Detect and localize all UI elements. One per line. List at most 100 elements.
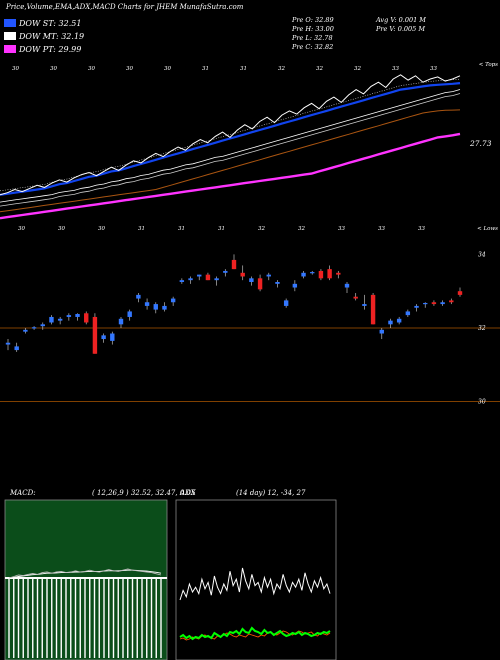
candle-body xyxy=(257,278,263,290)
macd-background xyxy=(4,499,168,660)
legend-item-mt: DOW MT: 32.19 xyxy=(4,30,84,42)
price-axis-label: 30 xyxy=(478,399,486,406)
adx-params: (14 day) 12, -34, 27 xyxy=(236,489,306,497)
stat-avg-volume: Avg V: 0.001 M xyxy=(376,16,426,24)
candle-body xyxy=(57,318,63,321)
legend-label-mt: DOW MT: 32.19 xyxy=(19,31,85,41)
candle-body xyxy=(240,272,245,277)
ema-st-dotted-line xyxy=(0,78,461,192)
candle-date-label: 33 xyxy=(378,226,385,232)
ema-date-label: 32 xyxy=(316,66,323,72)
candle-body xyxy=(275,282,280,284)
candle-date-label: 32 xyxy=(258,226,265,232)
candle-date-label: 33 xyxy=(418,226,425,232)
candle-body xyxy=(49,316,54,323)
adx-line xyxy=(179,567,331,601)
legend-swatch-mt xyxy=(4,32,16,40)
candle-body xyxy=(188,278,193,281)
chart-title: Price,Volume,EMA,ADX,MACD Charts for JHE… xyxy=(6,3,244,11)
candle-body xyxy=(118,318,124,325)
candle-body xyxy=(101,335,106,340)
candle-body xyxy=(144,302,150,306)
stat-pre-high: Pre H: 33.00 xyxy=(292,25,334,33)
adx-panel xyxy=(175,499,337,660)
candle-date-label: 31 xyxy=(138,226,145,232)
legend-swatch-pt xyxy=(4,45,16,53)
candle-lows-label: < Lows xyxy=(477,226,498,232)
candle-body xyxy=(283,300,289,306)
macd-params: ( 12,26,9 ) 32.52, 32.47, 0.05 xyxy=(92,489,196,497)
candle-body xyxy=(388,320,393,325)
candle-body xyxy=(136,294,141,299)
candle-body xyxy=(449,300,454,303)
ema-date-label: 30 xyxy=(50,66,57,72)
candle-body xyxy=(214,278,219,281)
adx-di-plus-line xyxy=(179,626,331,641)
ema-mt-line-lower xyxy=(0,93,461,207)
ema-long-line xyxy=(0,109,461,213)
stat-pre-open: Pre O: 32.89 xyxy=(292,16,334,24)
stat-pre-volume: Pre V: 0.005 M xyxy=(376,25,426,33)
candle-body xyxy=(197,274,202,277)
ema-date-label: 30 xyxy=(126,66,133,72)
macd-panel xyxy=(4,499,168,660)
ema-date-label: 31 xyxy=(202,66,209,72)
candle-body xyxy=(362,304,367,306)
close-price-line xyxy=(0,74,461,196)
candle-body xyxy=(318,270,324,279)
candle-date-label: 32 xyxy=(298,226,305,232)
candle-body xyxy=(223,270,228,273)
candle-date-label: 30 xyxy=(18,226,25,232)
ema-date-label: 32 xyxy=(354,66,361,72)
legend-item-st: DOW ST: 32.51 xyxy=(4,17,81,29)
legend-label-pt: DOW PT: 29.99 xyxy=(19,44,82,54)
candle-body xyxy=(205,274,211,281)
candle-body xyxy=(84,313,89,323)
ema-date-label: 33 xyxy=(392,66,399,72)
candle-date-label: 33 xyxy=(338,226,345,232)
candle-body xyxy=(379,329,384,334)
candle-body xyxy=(396,318,402,323)
macd-line xyxy=(8,568,162,579)
candle-body xyxy=(405,311,411,316)
price-axis-label: 34 xyxy=(478,251,486,258)
candle-body xyxy=(457,291,463,295)
candle-panel: 30 30 30 31 31 31 32 32 33 33 33 < Lows 34 32 30 xyxy=(0,226,500,406)
candle-body xyxy=(170,298,176,303)
candle-body xyxy=(353,296,358,299)
candle-body xyxy=(266,274,271,277)
candle-body xyxy=(440,302,445,305)
candle-date-label: 30 xyxy=(98,226,105,232)
candle-body xyxy=(5,342,11,345)
candle-body xyxy=(423,302,428,305)
candle-date-label: 31 xyxy=(218,226,225,232)
candle-date-label: 30 xyxy=(58,226,65,232)
stat-pre-close: Pre C: 32.82 xyxy=(292,43,334,51)
candle-body xyxy=(14,346,19,351)
candle-body xyxy=(344,283,350,288)
stat-pre-low: Pre L: 32.78 xyxy=(292,34,333,42)
adx-label: ADX xyxy=(180,489,196,497)
ema-right-value: 27.73 xyxy=(469,139,492,148)
candle-body xyxy=(31,327,37,329)
candle-body xyxy=(249,278,254,282)
ema-date-label: 32 xyxy=(278,66,285,72)
legend-item-pt: DOW PT: 29.99 xyxy=(4,43,81,55)
ema-date-label: 30 xyxy=(88,66,95,72)
candle-body xyxy=(292,283,298,288)
candle-body xyxy=(153,304,158,310)
candle-body xyxy=(301,272,306,277)
candle-body xyxy=(66,315,72,317)
ema-mt-line-upper xyxy=(0,89,461,203)
candle-body xyxy=(162,305,167,310)
candle-body xyxy=(92,316,98,354)
ema-date-label: 30 xyxy=(12,66,19,72)
candle-body xyxy=(23,329,28,332)
ema-date-label: 33 xyxy=(430,66,437,72)
candle-body xyxy=(327,269,332,279)
candle-body xyxy=(370,294,376,325)
ema-date-label: 30 xyxy=(164,66,171,72)
candle-body xyxy=(431,302,437,305)
candle-body xyxy=(40,324,45,327)
